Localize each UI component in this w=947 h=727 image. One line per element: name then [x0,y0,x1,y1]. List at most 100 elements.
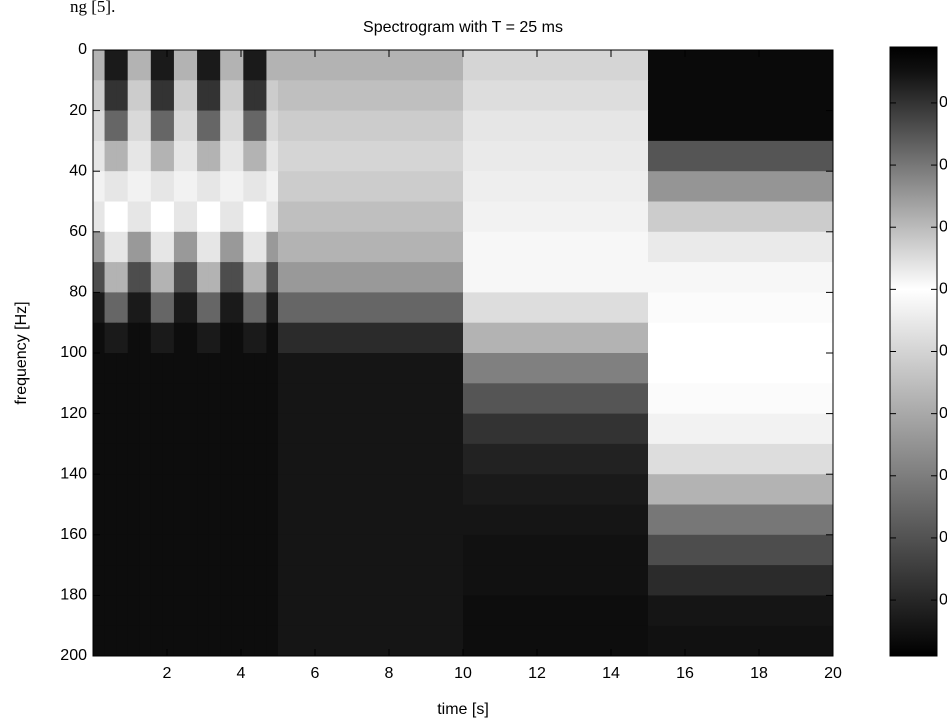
cell [93,110,106,142]
cell [243,474,256,505]
cell [93,50,106,81]
cell [463,534,649,566]
cell [150,322,163,354]
cell [231,534,244,566]
cell [243,140,256,172]
cell [220,50,233,81]
chart-title: Spectrogram with T = 25 ms [363,19,563,36]
cell [197,504,210,536]
cell [197,565,210,596]
cell [173,625,186,657]
cell [162,413,175,445]
cell [231,474,244,505]
cell [243,231,256,263]
cell [173,353,186,384]
cell [185,322,198,354]
cell [208,292,221,324]
cell [254,201,267,233]
cell [278,353,464,384]
cell [173,171,186,202]
cell [104,625,117,657]
cell [463,80,649,112]
cell [139,625,152,657]
cell [197,443,210,475]
cell [173,534,186,566]
cell [139,50,152,81]
cell [104,595,117,627]
y-tick-label: 200 [60,647,87,664]
cell [116,292,129,324]
x-tick-label: 20 [824,665,842,682]
cell [150,625,163,657]
cell [127,413,140,445]
cell [139,322,152,354]
cell [254,292,267,324]
cell [93,201,106,233]
cell [116,383,129,415]
cell [278,504,464,536]
cell [254,565,267,596]
cell [104,140,117,172]
cell [208,110,221,142]
cell [104,50,117,81]
cell [254,383,267,415]
page-fragment: ng [5]. [70,0,115,16]
cell [116,534,129,566]
x-tick-label: 6 [311,665,320,682]
cell [93,140,106,172]
cell [254,353,267,384]
colorbar-tick-label: 0.6 [939,281,947,298]
cell [173,504,186,536]
cell [116,231,129,263]
cell [139,383,152,415]
cell [173,262,186,293]
cell [93,504,106,536]
cell [463,443,649,475]
cell [208,383,221,415]
colorbar-tick-label: 0.3 [939,467,947,484]
y-tick-label: 100 [60,344,87,361]
cell [150,443,163,475]
cell [278,231,464,263]
cell [220,413,233,445]
cell [463,595,649,627]
cell [139,171,152,202]
y-tick-label: 140 [60,465,87,482]
cell [104,413,117,445]
cell [278,80,464,112]
cell [104,231,117,263]
cell [266,171,279,202]
cell [197,534,210,566]
cell [231,595,244,627]
cell [648,322,834,354]
cell [278,201,464,233]
cell [648,474,834,505]
cell [648,413,834,445]
cell [162,353,175,384]
cell [162,595,175,627]
cell [220,565,233,596]
cell [463,201,649,233]
cell [266,292,279,324]
x-tick-label: 14 [602,665,620,682]
cell [254,595,267,627]
cell [254,625,267,657]
cell [127,231,140,263]
colorbar-tick-label: 0.1 [939,591,947,608]
cell [93,595,106,627]
cell [254,80,267,112]
cell [266,474,279,505]
cell [254,231,267,263]
cell [463,565,649,596]
cell [463,110,649,142]
cell [648,110,834,142]
cell [220,625,233,657]
cell [104,565,117,596]
cell [93,474,106,505]
cell [231,565,244,596]
cell [278,171,464,202]
cell [266,595,279,627]
cell [150,292,163,324]
cell [266,383,279,415]
cell [185,80,198,112]
